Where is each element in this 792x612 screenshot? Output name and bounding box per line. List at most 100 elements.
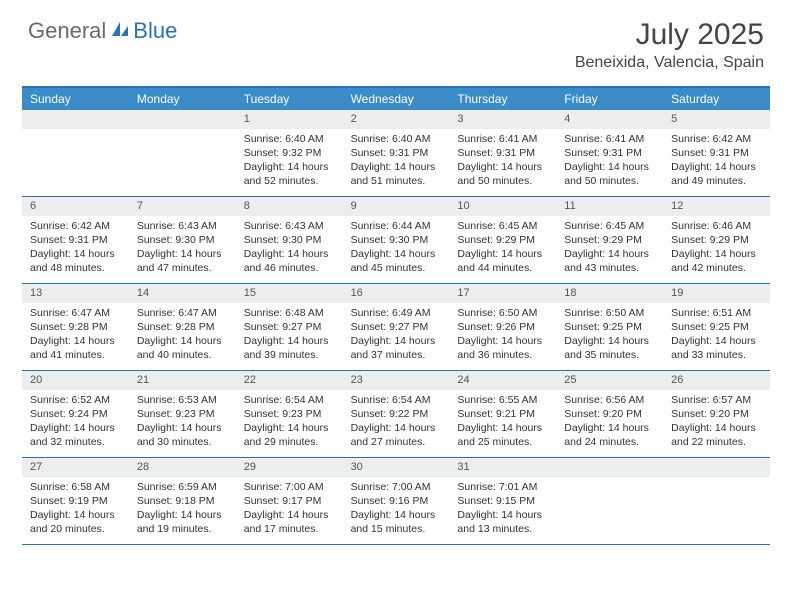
day-number: 27 [22, 458, 129, 477]
sunrise-text: Sunrise: 6:57 AM [671, 393, 762, 407]
day-body: Sunrise: 6:49 AMSunset: 9:27 PMDaylight:… [343, 303, 450, 367]
header: General Blue July 2025 Beneixida, Valenc… [0, 0, 792, 80]
day-cell: 19Sunrise: 6:51 AMSunset: 9:25 PMDayligh… [663, 284, 770, 370]
day-cell: 1Sunrise: 6:40 AMSunset: 9:32 PMDaylight… [236, 110, 343, 196]
empty-cell [129, 110, 236, 196]
sunrise-text: Sunrise: 6:51 AM [671, 306, 762, 320]
day-number: 5 [663, 110, 770, 129]
day-cell: 15Sunrise: 6:48 AMSunset: 9:27 PMDayligh… [236, 284, 343, 370]
daylight-text: Daylight: 14 hours and 43 minutes. [564, 247, 655, 275]
logo: General Blue [28, 18, 177, 44]
daylight-text: Daylight: 14 hours and 35 minutes. [564, 334, 655, 362]
daylight-text: Daylight: 14 hours and 27 minutes. [351, 421, 442, 449]
dayname: Wednesday [343, 88, 450, 110]
sunset-text: Sunset: 9:30 PM [351, 233, 442, 247]
daylight-text: Daylight: 14 hours and 32 minutes. [30, 421, 121, 449]
daylight-text: Daylight: 14 hours and 49 minutes. [671, 160, 762, 188]
daylight-text: Daylight: 14 hours and 33 minutes. [671, 334, 762, 362]
day-number: 29 [236, 458, 343, 477]
day-body: Sunrise: 6:44 AMSunset: 9:30 PMDaylight:… [343, 216, 450, 280]
day-cell: 24Sunrise: 6:55 AMSunset: 9:21 PMDayligh… [449, 371, 556, 457]
sunset-text: Sunset: 9:25 PM [564, 320, 655, 334]
day-number: 16 [343, 284, 450, 303]
sunrise-text: Sunrise: 6:47 AM [137, 306, 228, 320]
empty-cell [556, 458, 663, 544]
day-number: 12 [663, 197, 770, 216]
day-body: Sunrise: 6:45 AMSunset: 9:29 PMDaylight:… [449, 216, 556, 280]
daylight-text: Daylight: 14 hours and 13 minutes. [457, 508, 548, 536]
day-number: 21 [129, 371, 236, 390]
sunset-text: Sunset: 9:29 PM [564, 233, 655, 247]
week-row: 1Sunrise: 6:40 AMSunset: 9:32 PMDaylight… [22, 110, 770, 197]
daylight-text: Daylight: 14 hours and 42 minutes. [671, 247, 762, 275]
sunset-text: Sunset: 9:31 PM [564, 146, 655, 160]
day-number: 8 [236, 197, 343, 216]
sunset-text: Sunset: 9:24 PM [30, 407, 121, 421]
daylight-text: Daylight: 14 hours and 25 minutes. [457, 421, 548, 449]
sunset-text: Sunset: 9:32 PM [244, 146, 335, 160]
empty-daynum [556, 458, 663, 477]
day-cell: 30Sunrise: 7:00 AMSunset: 9:16 PMDayligh… [343, 458, 450, 544]
sunrise-text: Sunrise: 6:54 AM [351, 393, 442, 407]
day-number: 4 [556, 110, 663, 129]
sunrise-text: Sunrise: 6:42 AM [671, 132, 762, 146]
sunrise-text: Sunrise: 6:55 AM [457, 393, 548, 407]
sunrise-text: Sunrise: 6:43 AM [244, 219, 335, 233]
sunset-text: Sunset: 9:16 PM [351, 494, 442, 508]
sunrise-text: Sunrise: 6:50 AM [457, 306, 548, 320]
sunset-text: Sunset: 9:20 PM [564, 407, 655, 421]
day-cell: 3Sunrise: 6:41 AMSunset: 9:31 PMDaylight… [449, 110, 556, 196]
day-number: 18 [556, 284, 663, 303]
day-body: Sunrise: 7:00 AMSunset: 9:17 PMDaylight:… [236, 477, 343, 541]
day-cell: 5Sunrise: 6:42 AMSunset: 9:31 PMDaylight… [663, 110, 770, 196]
sunrise-text: Sunrise: 6:58 AM [30, 480, 121, 494]
sunset-text: Sunset: 9:23 PM [244, 407, 335, 421]
day-cell: 16Sunrise: 6:49 AMSunset: 9:27 PMDayligh… [343, 284, 450, 370]
day-body: Sunrise: 6:40 AMSunset: 9:32 PMDaylight:… [236, 129, 343, 193]
daylight-text: Daylight: 14 hours and 44 minutes. [457, 247, 548, 275]
sunrise-text: Sunrise: 6:53 AM [137, 393, 228, 407]
sunset-text: Sunset: 9:18 PM [137, 494, 228, 508]
sunrise-text: Sunrise: 6:41 AM [564, 132, 655, 146]
calendar: SundayMondayTuesdayWednesdayThursdayFrid… [22, 86, 770, 545]
day-body: Sunrise: 6:54 AMSunset: 9:22 PMDaylight:… [343, 390, 450, 454]
daylight-text: Daylight: 14 hours and 46 minutes. [244, 247, 335, 275]
week-row: 6Sunrise: 6:42 AMSunset: 9:31 PMDaylight… [22, 197, 770, 284]
day-number: 22 [236, 371, 343, 390]
day-number: 25 [556, 371, 663, 390]
day-cell: 9Sunrise: 6:44 AMSunset: 9:30 PMDaylight… [343, 197, 450, 283]
day-body: Sunrise: 6:51 AMSunset: 9:25 PMDaylight:… [663, 303, 770, 367]
daylight-text: Daylight: 14 hours and 30 minutes. [137, 421, 228, 449]
day-cell: 4Sunrise: 6:41 AMSunset: 9:31 PMDaylight… [556, 110, 663, 196]
dayname: Saturday [663, 88, 770, 110]
sunrise-text: Sunrise: 6:45 AM [457, 219, 548, 233]
day-body: Sunrise: 6:54 AMSunset: 9:23 PMDaylight:… [236, 390, 343, 454]
day-number: 30 [343, 458, 450, 477]
sunset-text: Sunset: 9:25 PM [671, 320, 762, 334]
empty-cell [22, 110, 129, 196]
day-cell: 17Sunrise: 6:50 AMSunset: 9:26 PMDayligh… [449, 284, 556, 370]
sunset-text: Sunset: 9:19 PM [30, 494, 121, 508]
day-body: Sunrise: 6:46 AMSunset: 9:29 PMDaylight:… [663, 216, 770, 280]
day-number: 19 [663, 284, 770, 303]
day-body: Sunrise: 6:43 AMSunset: 9:30 PMDaylight:… [236, 216, 343, 280]
day-body: Sunrise: 6:47 AMSunset: 9:28 PMDaylight:… [129, 303, 236, 367]
sunset-text: Sunset: 9:23 PM [137, 407, 228, 421]
day-number: 10 [449, 197, 556, 216]
daylight-text: Daylight: 14 hours and 48 minutes. [30, 247, 121, 275]
daylight-text: Daylight: 14 hours and 47 minutes. [137, 247, 228, 275]
day-body: Sunrise: 6:52 AMSunset: 9:24 PMDaylight:… [22, 390, 129, 454]
daylight-text: Daylight: 14 hours and 19 minutes. [137, 508, 228, 536]
day-number: 26 [663, 371, 770, 390]
day-number: 11 [556, 197, 663, 216]
sunrise-text: Sunrise: 6:46 AM [671, 219, 762, 233]
empty-cell [663, 458, 770, 544]
day-cell: 14Sunrise: 6:47 AMSunset: 9:28 PMDayligh… [129, 284, 236, 370]
daylight-text: Daylight: 14 hours and 29 minutes. [244, 421, 335, 449]
day-body: Sunrise: 6:40 AMSunset: 9:31 PMDaylight:… [343, 129, 450, 193]
day-cell: 8Sunrise: 6:43 AMSunset: 9:30 PMDaylight… [236, 197, 343, 283]
daylight-text: Daylight: 14 hours and 45 minutes. [351, 247, 442, 275]
dayname: Tuesday [236, 88, 343, 110]
sunrise-text: Sunrise: 6:54 AM [244, 393, 335, 407]
day-number: 24 [449, 371, 556, 390]
